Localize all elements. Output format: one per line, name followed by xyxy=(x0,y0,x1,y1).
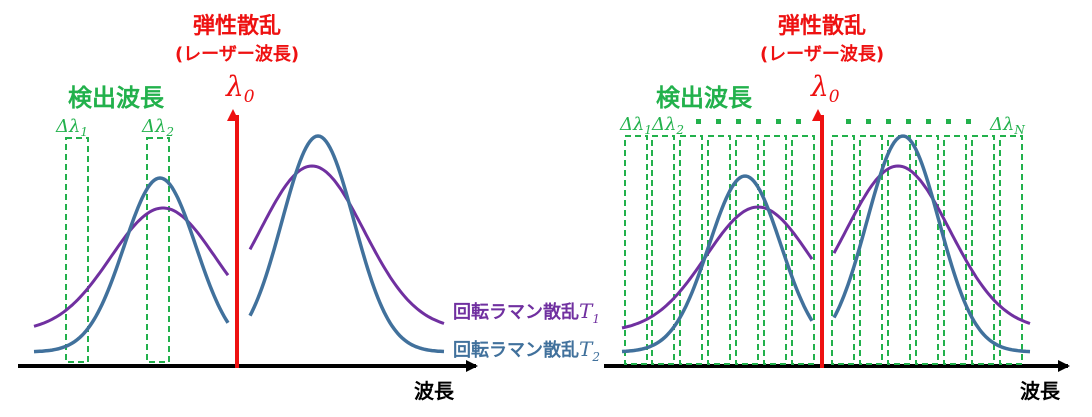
continuation-dot xyxy=(946,119,951,124)
right-detection-window xyxy=(651,135,675,365)
right-detection-window xyxy=(679,135,703,365)
left-raman-t2-stokes-curve xyxy=(248,134,445,354)
right-detection-window xyxy=(791,135,815,365)
left-detection-title: 検出波長 xyxy=(68,84,165,112)
right-detection-window xyxy=(735,135,759,365)
left-detection-window-2 xyxy=(146,137,170,363)
right-axis-label: 波長 xyxy=(1020,379,1061,403)
right-detection-window xyxy=(971,135,995,365)
right-deltaN-label: ΔλN xyxy=(989,114,1025,137)
right-detection-window xyxy=(887,135,911,365)
left-panel: 波長 弾性散乱 (レーザー波長) λ0 検出波長 Δλ1 Δλ2 回転ラマン散乱… xyxy=(18,13,600,403)
right-detection-window xyxy=(831,135,855,365)
right-detection-window xyxy=(763,135,787,365)
continuation-dot xyxy=(716,119,721,124)
continuation-dot xyxy=(966,119,971,124)
right-raman-t2-anti-stokes-curve xyxy=(621,174,814,354)
right-detection-window xyxy=(943,135,967,365)
right-detection-title: 検出波長 xyxy=(656,84,753,112)
right-panel: 波長 弾性散乱 (レーザー波長) λ0 検出波長 Δλ1 Δλ2 ΔλN xyxy=(604,13,1070,403)
continuation-dot xyxy=(866,119,871,124)
continuation-dot xyxy=(736,119,741,124)
continuation-dot xyxy=(926,119,931,124)
right-elastic-subtitle: (レーザー波長) xyxy=(760,43,884,65)
left-lambda0-label: λ0 xyxy=(225,70,255,107)
right-raman-t2-stokes-curve xyxy=(832,134,1031,354)
right-delta2-label: Δλ2 xyxy=(651,114,684,137)
left-raman-t2-anti-stokes-curve xyxy=(33,176,230,354)
right-detection-window xyxy=(859,135,883,365)
right-lambda0-label: λ0 xyxy=(810,70,840,107)
legend-raman-t1: 回転ラマン散乱T1 xyxy=(453,299,600,326)
left-axis-label: 波長 xyxy=(414,379,455,403)
left-elastic-title: 弾性散乱 xyxy=(193,13,281,39)
left-detection-window-1 xyxy=(65,137,89,363)
continuation-dot xyxy=(756,119,761,124)
legend-raman-t2: 回転ラマン散乱T2 xyxy=(453,337,600,364)
right-detection-window xyxy=(915,135,939,365)
right-detection-continuation-dots xyxy=(696,119,971,124)
right-detection-windows xyxy=(624,135,1023,365)
right-detection-window xyxy=(624,135,648,365)
continuation-dot xyxy=(696,119,701,124)
left-elastic-subtitle: (レーザー波長) xyxy=(175,43,299,65)
right-elastic-title: 弾性散乱 xyxy=(778,13,866,39)
continuation-dot xyxy=(796,119,801,124)
continuation-dot xyxy=(846,119,851,124)
left-delta1-label: Δλ1 xyxy=(55,116,88,139)
right-delta1-label: Δλ1 xyxy=(619,114,652,137)
continuation-dot xyxy=(886,119,891,124)
continuation-dot xyxy=(776,119,781,124)
continuation-dot xyxy=(906,119,911,124)
right-raman-t1-anti-stokes-curve xyxy=(621,205,814,330)
right-detection-window xyxy=(999,135,1023,365)
left-delta2-label: Δλ2 xyxy=(141,116,174,139)
